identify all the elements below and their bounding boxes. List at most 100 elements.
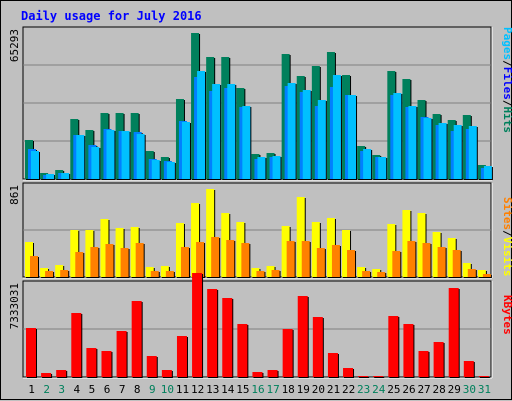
bar-visits-day-13: [206, 189, 215, 277]
bar-visits-day-12: [191, 203, 200, 277]
bar-visits-day-24: [372, 269, 381, 277]
bar-visits-day-2: [40, 268, 49, 277]
bar-visits-day-31: [477, 270, 486, 277]
bar-sites-day-10: [165, 271, 174, 277]
bar-kbytes-day-24: [373, 376, 384, 377]
x-tick-label-day-26: 26: [402, 383, 415, 396]
bar-pages-day-27: [423, 118, 432, 179]
side-label-separator: /: [501, 100, 512, 107]
bar-pages-day-21: [332, 75, 341, 179]
bar-pages-day-2: [46, 174, 55, 179]
bar-kbytes-day-17: [267, 370, 278, 377]
bar-sites-day-15: [241, 243, 250, 277]
x-tick-label-day-28: 28: [433, 383, 446, 396]
x-tick-label-day-22: 22: [342, 383, 355, 396]
bar-visits-day-5: [85, 230, 94, 277]
side-labels-visits-sites: Sites/Visits: [501, 197, 512, 277]
bar-kbytes-day-29: [448, 288, 459, 377]
bar-pages-day-24: [378, 157, 387, 179]
bar-kbytes-day-26: [403, 324, 414, 377]
bar-pages-day-1: [31, 151, 39, 179]
x-tick-label-day-7: 7: [119, 383, 126, 396]
bar-sites-day-14: [226, 240, 235, 277]
bar-sites-day-16: [256, 271, 265, 277]
bar-pages-day-20: [317, 100, 326, 179]
bar-visits-day-11: [175, 223, 184, 277]
bar-kbytes-day-16: [252, 372, 263, 377]
bar-sites-day-17: [271, 270, 280, 277]
x-tick-label-day-2: 2: [43, 383, 50, 396]
bar-kbytes-day-23-shadow: [359, 377, 370, 378]
x-tick-label-day-29: 29: [448, 383, 461, 396]
side-label-files: Files: [501, 67, 512, 100]
x-tick-label-day-21: 21: [327, 383, 340, 396]
bar-pages-day-23: [363, 149, 372, 179]
bar-sites-day-9: [150, 271, 159, 277]
bar-sites-day-6: [105, 244, 114, 277]
side-label-separator: /: [501, 60, 512, 67]
bar-kbytes-day-12: [192, 273, 203, 377]
bar-kbytes-day-30: [463, 361, 474, 377]
bar-pages-day-22: [348, 95, 357, 179]
bar-sites-day-21: [331, 245, 340, 277]
bar-sites-day-19: [301, 241, 310, 277]
bar-pages-day-26: [408, 106, 417, 179]
bar-sites-day-31: [482, 274, 491, 277]
bar-visits-day-9: [145, 267, 154, 277]
x-tick-label-day-16: 16: [251, 383, 264, 396]
bar-kbytes-day-31-shadow: [479, 377, 490, 378]
bar-pages-day-28: [438, 123, 447, 179]
x-tick-label-day-4: 4: [74, 383, 81, 396]
bar-kbytes-day-7: [116, 331, 127, 377]
bar-kbytes-day-6: [101, 351, 112, 377]
bar-visits-day-3: [55, 265, 64, 277]
x-tick-label-day-12: 12: [191, 383, 204, 396]
x-tick-label-day-27: 27: [417, 383, 430, 396]
bar-kbytes-day-24-shadow: [374, 377, 385, 378]
x-tick-label-day-3: 3: [58, 383, 65, 396]
bar-pages-day-3: [61, 173, 70, 179]
bar-visits-day-16: [251, 268, 260, 277]
bar-visits-day-30: [462, 263, 471, 277]
bar-sites-day-23: [362, 271, 371, 277]
bar-visits-day-28: [432, 232, 441, 277]
bar-pages-day-10: [166, 162, 175, 179]
bar-kbytes-day-14: [222, 298, 233, 377]
bar-visits-day-29: [447, 238, 456, 277]
bar-sites-day-8: [135, 243, 144, 277]
bar-kbytes-day-3: [56, 370, 67, 377]
bar-visits-day-17: [266, 266, 275, 277]
bar-pages-day-8: [136, 134, 145, 179]
bar-visits-day-8: [130, 227, 139, 277]
bar-pages-day-30: [468, 126, 477, 179]
bar-pages-day-13: [212, 84, 221, 179]
x-tick-label-day-10: 10: [161, 383, 174, 396]
bar-sites-day-29: [452, 250, 461, 277]
bar-visits-day-25: [387, 224, 396, 277]
bar-kbytes-day-15: [237, 324, 248, 377]
x-tick-label-day-20: 20: [312, 383, 325, 396]
bar-pages-day-12: [197, 71, 206, 179]
bar-visits-day-7: [115, 228, 124, 277]
side-label-pages: Pages: [501, 27, 512, 60]
bar-pages-day-9: [151, 160, 160, 179]
bar-visits-day-20: [311, 222, 320, 277]
x-tick-label-day-1: 1: [28, 383, 35, 396]
bar-sites-day-27: [422, 243, 431, 277]
bar-sites-day-25: [392, 251, 401, 277]
bar-kbytes-day-4: [71, 313, 82, 377]
bar-visits-day-27: [417, 213, 426, 277]
bar-kbytes-day-20: [312, 317, 323, 377]
bar-sites-day-24: [377, 272, 386, 277]
bar-sites-day-22: [347, 250, 356, 277]
x-tick-label-day-17: 17: [266, 383, 279, 396]
bar-kbytes-day-2: [41, 373, 52, 377]
bar-pages-day-18: [287, 83, 296, 179]
bar-sites-day-2: [45, 271, 54, 277]
side-labels-hits-files-pages: Pages/Files/Hits: [501, 27, 512, 133]
x-tick-label-day-13: 13: [206, 383, 219, 396]
side-labels-kbytes: KBytes: [501, 295, 512, 335]
x-tick-label-day-19: 19: [297, 383, 310, 396]
